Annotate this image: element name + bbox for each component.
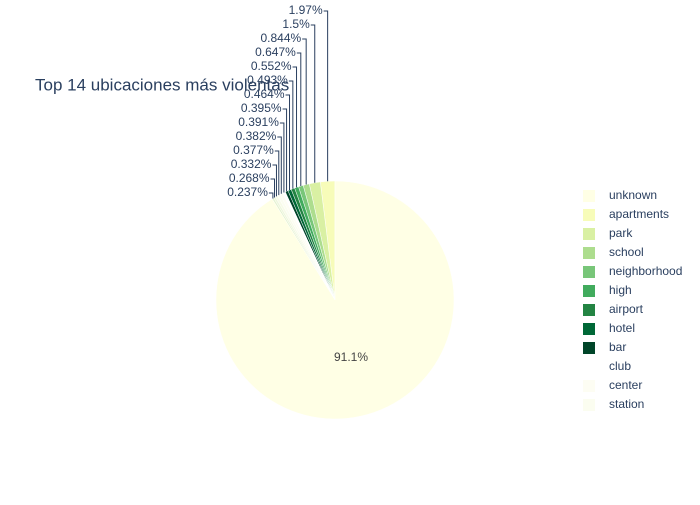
- leader-line: [279, 122, 285, 193]
- legend-label: school: [609, 245, 644, 259]
- legend-swatch: [583, 399, 595, 411]
- leader-line: [302, 38, 307, 185]
- slice-label: 1.5%: [282, 17, 310, 31]
- leader-line: [272, 164, 277, 197]
- legend-label: station: [609, 397, 644, 411]
- slice-label: 0.391%: [238, 115, 279, 129]
- legend-swatch: [583, 380, 595, 392]
- slice-label: 0.268%: [229, 171, 270, 185]
- legend: unknown apartments park school neighborhood h…: [583, 188, 682, 411]
- legend-swatch: [583, 266, 595, 278]
- slice-label: 0.332%: [231, 157, 272, 171]
- legend-swatch: [583, 285, 595, 297]
- legend-label: apartments: [609, 207, 669, 221]
- slice-label: 0.377%: [233, 143, 274, 157]
- legend-label: bar: [609, 340, 626, 354]
- pie: 1.97%1.5%0.844%0.647%0.552%0.493%0.464%0…: [215, 3, 455, 420]
- leader-line: [285, 94, 291, 191]
- leader-line: [296, 52, 302, 187]
- pie-slice: [215, 180, 455, 420]
- leader-line: [323, 10, 329, 182]
- slice-label: 0.552%: [251, 59, 292, 73]
- legend-swatch: [583, 228, 595, 240]
- legend-swatch: [583, 361, 595, 373]
- legend-swatch: [583, 190, 595, 202]
- legend-label: high: [609, 283, 632, 297]
- leader-line: [274, 150, 280, 196]
- legend-label: airport: [609, 302, 644, 316]
- legend-swatch: [583, 247, 595, 259]
- leader-line: [268, 192, 274, 199]
- slice-label: 0.464%: [244, 87, 285, 101]
- leader-line: [292, 66, 298, 188]
- slice-label: 0.237%: [227, 185, 268, 199]
- slice-label: 0.647%: [255, 45, 296, 59]
- leader-line: [288, 80, 294, 189]
- slice-label: 0.382%: [236, 129, 277, 143]
- legend-label: unknown: [609, 188, 657, 202]
- leader-line: [310, 24, 316, 183]
- leader-line: [270, 178, 276, 198]
- legend-label: hotel: [609, 321, 635, 335]
- legend-label: park: [609, 226, 633, 240]
- legend-swatch: [583, 323, 595, 335]
- legend-swatch: [583, 304, 595, 316]
- chart-title: Top 14 ubicaciones más violentas: [35, 75, 289, 94]
- slice-label: 1.97%: [289, 3, 323, 17]
- slice-label: 0.395%: [241, 101, 282, 115]
- legend-label: club: [609, 359, 631, 373]
- legend-swatch: [583, 342, 595, 354]
- slice-label: 0.844%: [260, 31, 301, 45]
- leader-line: [282, 108, 288, 192]
- leader-line: [277, 136, 282, 194]
- slice-label: 91.1%: [334, 350, 368, 364]
- legend-label: neighborhood: [609, 264, 682, 278]
- slice-label: 0.493%: [247, 73, 288, 87]
- legend-label: center: [609, 378, 642, 392]
- legend-swatch: [583, 209, 595, 221]
